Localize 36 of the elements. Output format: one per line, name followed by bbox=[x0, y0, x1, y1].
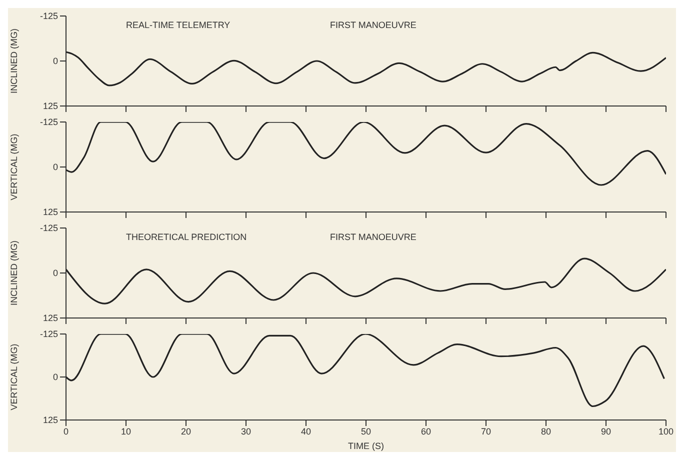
line-series bbox=[66, 334, 665, 408]
x-tick-label: 20 bbox=[180, 426, 192, 436]
line-series bbox=[66, 51, 666, 86]
y-axis-title: INCLINED (MG) bbox=[9, 28, 20, 94]
y-tick-label: 125 bbox=[42, 415, 58, 426]
y-tick-label: -125 bbox=[40, 11, 58, 22]
annotation: THEORETICAL PREDICTION bbox=[126, 232, 247, 242]
y-tick-label: 0 bbox=[52, 56, 58, 66]
x-tick-label: 40 bbox=[300, 426, 312, 436]
y-axis-title: INCLINED (MG) bbox=[9, 240, 20, 306]
x-tick-label: 50 bbox=[360, 426, 372, 436]
annotation: REAL-TIME TELEMETRY bbox=[126, 20, 230, 30]
x-tick-label: 30 bbox=[240, 426, 252, 436]
x-tick-label: 90 bbox=[600, 426, 612, 436]
y-tick-label: 125 bbox=[42, 313, 58, 324]
y-tick-label: 0 bbox=[52, 268, 58, 278]
x-tick-label: 10 bbox=[120, 426, 132, 436]
y-tick-label: 125 bbox=[42, 207, 58, 218]
x-axis-title: TIME (S) bbox=[347, 440, 385, 452]
y-axis-title: VERTICAL (MG) bbox=[9, 344, 20, 410]
line-series bbox=[66, 122, 666, 186]
x-tick-label: 0 bbox=[63, 426, 69, 436]
line-series bbox=[66, 258, 666, 304]
annotation: FIRST MANOEUVRE bbox=[330, 20, 416, 30]
x-tick-label: 100 bbox=[658, 426, 674, 436]
y-axis-title: VERTICAL (MG) bbox=[9, 134, 20, 200]
x-tick-label: 80 bbox=[540, 426, 552, 436]
y-tick-label: -125 bbox=[40, 329, 58, 340]
x-tick-label: 60 bbox=[420, 426, 432, 436]
y-tick-label: -125 bbox=[40, 117, 58, 128]
y-tick-label: 0 bbox=[52, 162, 58, 172]
y-tick-label: 125 bbox=[42, 101, 58, 112]
y-tick-label: 0 bbox=[52, 372, 58, 382]
annotation: FIRST MANOEUVRE bbox=[330, 232, 416, 242]
y-tick-label: -125 bbox=[40, 223, 58, 234]
x-tick-label: 70 bbox=[480, 426, 492, 436]
